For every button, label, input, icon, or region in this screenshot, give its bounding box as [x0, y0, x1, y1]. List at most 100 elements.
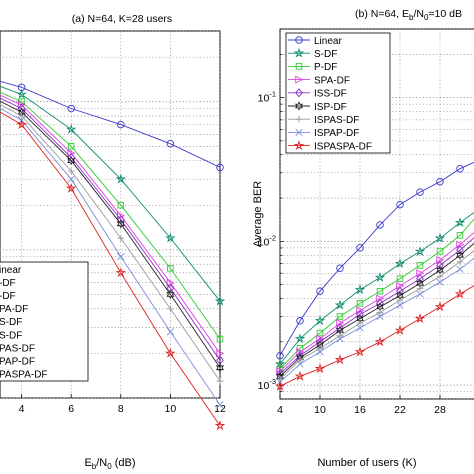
panel-b-legend-marker — [295, 115, 303, 123]
panel-a-data-point — [18, 112, 25, 120]
panel-a-series-line — [0, 97, 221, 361]
panel-b-x-tick-label: 16 — [354, 404, 366, 416]
panel-b-data-point — [416, 262, 424, 269]
panel-a-title: (a) N=64, K=28 users — [72, 13, 172, 25]
panel-a-data-point — [65, 182, 77, 193]
panel-b-data-point — [396, 275, 404, 282]
panel-a-data-point — [216, 377, 224, 385]
panel-b-data-point — [356, 306, 365, 315]
panel-b-chart: (b) N=64, Eb/N0=10 dB 4101622283410-110-… — [252, 8, 474, 469]
panel-a-legend-label: S-DF — [0, 330, 22, 341]
panel-a-legend-label: PA-DF — [0, 304, 28, 315]
panel-a-x-tick-label: 6 — [68, 403, 74, 415]
panel-a-data-point — [16, 119, 27, 130]
panel-b-data-point — [376, 312, 384, 321]
panel-b-legend-marker — [293, 47, 305, 58]
panel-b-legend-label: ISPAS-DF — [314, 115, 359, 126]
panel-a-data-point — [216, 163, 224, 172]
panel-b-x-axis-label: Number of users (K) — [317, 457, 416, 469]
panel-a-legend-box — [0, 261, 89, 382]
panel-b-y-axis-label: Average BER — [252, 181, 264, 248]
panel-b-legend-marker — [295, 63, 303, 70]
panel-b-data-point — [416, 285, 424, 292]
panel-b-data-point — [336, 332, 344, 340]
panel-a-data-point — [67, 143, 75, 150]
panel-a-legend: inear -DF -DF PA-DF S-DF S-DF PAS-DF PAP-DF PASP… — [0, 261, 89, 382]
panel-b-x-tick-label: 4 — [277, 404, 283, 416]
panel-b-data-point — [334, 354, 346, 365]
panel-b-data-point — [374, 336, 386, 347]
panel-a-data-point — [166, 289, 175, 300]
panel-a-data-point — [214, 420, 226, 431]
panel-a-legend-label: S-DF — [0, 317, 22, 328]
panel-b-series — [274, 161, 474, 391]
panel-b-legend-label: ISPASPA-DF — [314, 141, 372, 152]
panel-a-data-point — [117, 253, 125, 261]
panel-a-series-line — [0, 91, 221, 340]
panel-a-data-point — [215, 363, 225, 373]
panel-a-data-point — [216, 401, 224, 409]
panel-b-data-point — [336, 323, 344, 333]
panel-b-data-point — [396, 296, 404, 304]
panel-b-data-point — [356, 300, 364, 307]
panel-b-legend-marker — [295, 75, 304, 84]
panel-b-x-tick-label: 10 — [314, 404, 326, 416]
panel-a-legend-label: PAP-DF — [0, 357, 35, 368]
panel-b-legend-marker — [294, 101, 304, 111]
panel-a-data-point — [67, 152, 76, 163]
panel-b-data-point — [336, 335, 344, 343]
panel-b-data-point — [356, 319, 364, 327]
panel-b-data-point — [456, 164, 464, 173]
panel-a-chart: (a) N=64, K=28 users 24681012 inear-DF-D… — [0, 13, 226, 471]
panel-a-data-point — [117, 201, 125, 209]
panel-b-data-point — [336, 319, 345, 328]
panel-b-data-point — [376, 309, 384, 316]
panel-b-data-point — [454, 217, 466, 228]
panel-b-legend-label: ISS-DF — [314, 89, 347, 100]
panel-b-data-point — [436, 273, 444, 280]
panel-a-data-point — [165, 232, 176, 243]
panel-a-series-line — [0, 94, 221, 354]
panel-b-data-point — [334, 299, 346, 310]
panel-b-data-point — [376, 287, 384, 295]
panel-b-data-point — [274, 380, 286, 391]
panel-a-data-point — [166, 283, 175, 293]
panel-b-data-point — [294, 370, 306, 381]
panel-b-y-tick-label: 10-1 — [258, 90, 276, 105]
panel-a-data-point — [117, 234, 125, 242]
panel-b-data-point — [454, 288, 466, 299]
panel-b-data-point — [436, 260, 444, 270]
panel-b-data-point — [316, 345, 324, 352]
panel-a-data-point — [67, 155, 76, 166]
panel-b-data-point — [436, 248, 444, 255]
panel-a-data-point — [67, 175, 75, 183]
panel-b-data-point — [416, 188, 424, 196]
panel-b-data-point — [354, 284, 366, 295]
panel-a-data-point — [115, 173, 127, 184]
panel-a-series-line — [0, 104, 221, 382]
panel-a-data-point — [115, 267, 127, 278]
panel-b-y-tick-label: 10-3 — [258, 377, 276, 392]
panel-a-data-point — [67, 167, 75, 175]
panel-a-series-line — [0, 111, 221, 426]
panel-b-series-line — [279, 242, 474, 377]
panel-b-series-line — [279, 161, 474, 356]
panel-a-data-point — [67, 149, 76, 158]
panel-b-data-point — [314, 363, 326, 374]
panel-b-data-point — [354, 346, 366, 357]
panel-b-legend-label: ISP-DF — [314, 102, 347, 113]
panel-b-data-point — [376, 221, 384, 229]
panel-a-data-point — [214, 295, 226, 306]
panel-a-x-axis-label: Eb/N0 (dB) — [84, 457, 135, 471]
panel-a-legend-label: -DF — [0, 291, 16, 302]
panel-a-ticks: 24681012 — [19, 394, 226, 415]
panel-b-legend: Linear S-DF P-DF SPA-DF ISS-DF ISP-DF ISPAS-DF… — [285, 32, 391, 154]
panel-b-series-line — [279, 231, 474, 372]
panel-a-data-point — [167, 305, 174, 313]
panel-a-data-point — [165, 347, 176, 358]
panel-a-data-point — [67, 104, 75, 113]
panel-a-x-tick-label: 12 — [214, 403, 226, 415]
panel-b-data-point — [396, 301, 404, 309]
panel-b-data-point — [394, 324, 406, 335]
panel-a-series-line — [0, 80, 221, 168]
